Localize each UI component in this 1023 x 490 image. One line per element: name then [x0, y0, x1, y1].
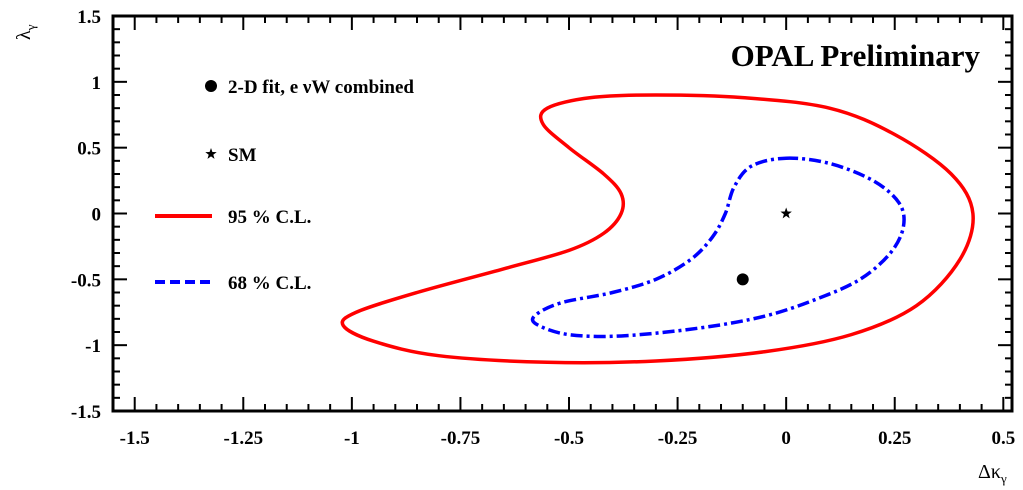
x-axis-label: Δκγ — [978, 461, 1007, 486]
x-tick-label: -0.25 — [658, 428, 698, 449]
sm-point-star — [780, 207, 792, 219]
x-tick-label: 0.5 — [991, 428, 1015, 449]
x-axis-label-subscript: γ — [1000, 471, 1007, 486]
legend-label-68-c-l: 68 % C.L. — [228, 273, 311, 294]
x-tick-label: -0.75 — [441, 428, 481, 449]
y-tick-label: 0.5 — [77, 139, 101, 160]
chart-title: OPAL Preliminary — [731, 38, 981, 73]
contour-95-c-l — [340, 93, 975, 365]
legend-label-sm: SM — [228, 145, 257, 166]
best-fit-point — [736, 273, 749, 286]
x-axis-label-main: Δκ — [978, 461, 1001, 483]
x-tick-label: -1.5 — [120, 428, 150, 449]
legend-layer: 2-D fit, e νW combined SM 95 % C.L. 68 % C.… — [155, 77, 414, 294]
y-axis-label-subscript: γ — [23, 24, 38, 31]
contour-68-c-l — [530, 156, 906, 339]
legend-symbol-star — [205, 148, 217, 159]
y-axis-label-main: λ — [13, 30, 35, 40]
y-tick-label: -1.5 — [71, 402, 101, 423]
legend-label-2-d-fit-e-w-combined: 2-D fit, e νW combined — [228, 77, 414, 98]
ticks-layer: -1.5 -1.25 -1 -0.75 -0.5 -0.25 0 0.25 0.5 -1.5 -1 -… — [71, 7, 1015, 449]
x-tick-label: -1.25 — [224, 428, 264, 449]
markers-layer — [736, 207, 792, 286]
x-tick-label: -0.5 — [554, 428, 584, 449]
x-tick-label: 0.25 — [878, 428, 911, 449]
legend-label-95-c-l: 95 % C.L. — [228, 207, 311, 228]
x-tick-label: -1 — [344, 428, 360, 449]
y-tick-label: 1 — [92, 73, 102, 94]
y-axis-label: λγ — [13, 24, 38, 40]
y-tick-label: -0.5 — [71, 270, 101, 291]
svg-text:λγ: λγ — [13, 24, 38, 40]
svg-text:Δκγ: Δκγ — [978, 461, 1007, 486]
y-tick-label: -1 — [85, 336, 101, 357]
y-tick-label: 0 — [92, 205, 102, 226]
x-tick-label: 0 — [781, 428, 791, 449]
series-layer — [340, 93, 975, 365]
legend-symbol-circle — [205, 80, 217, 92]
y-tick-label: 1.5 — [77, 7, 101, 28]
